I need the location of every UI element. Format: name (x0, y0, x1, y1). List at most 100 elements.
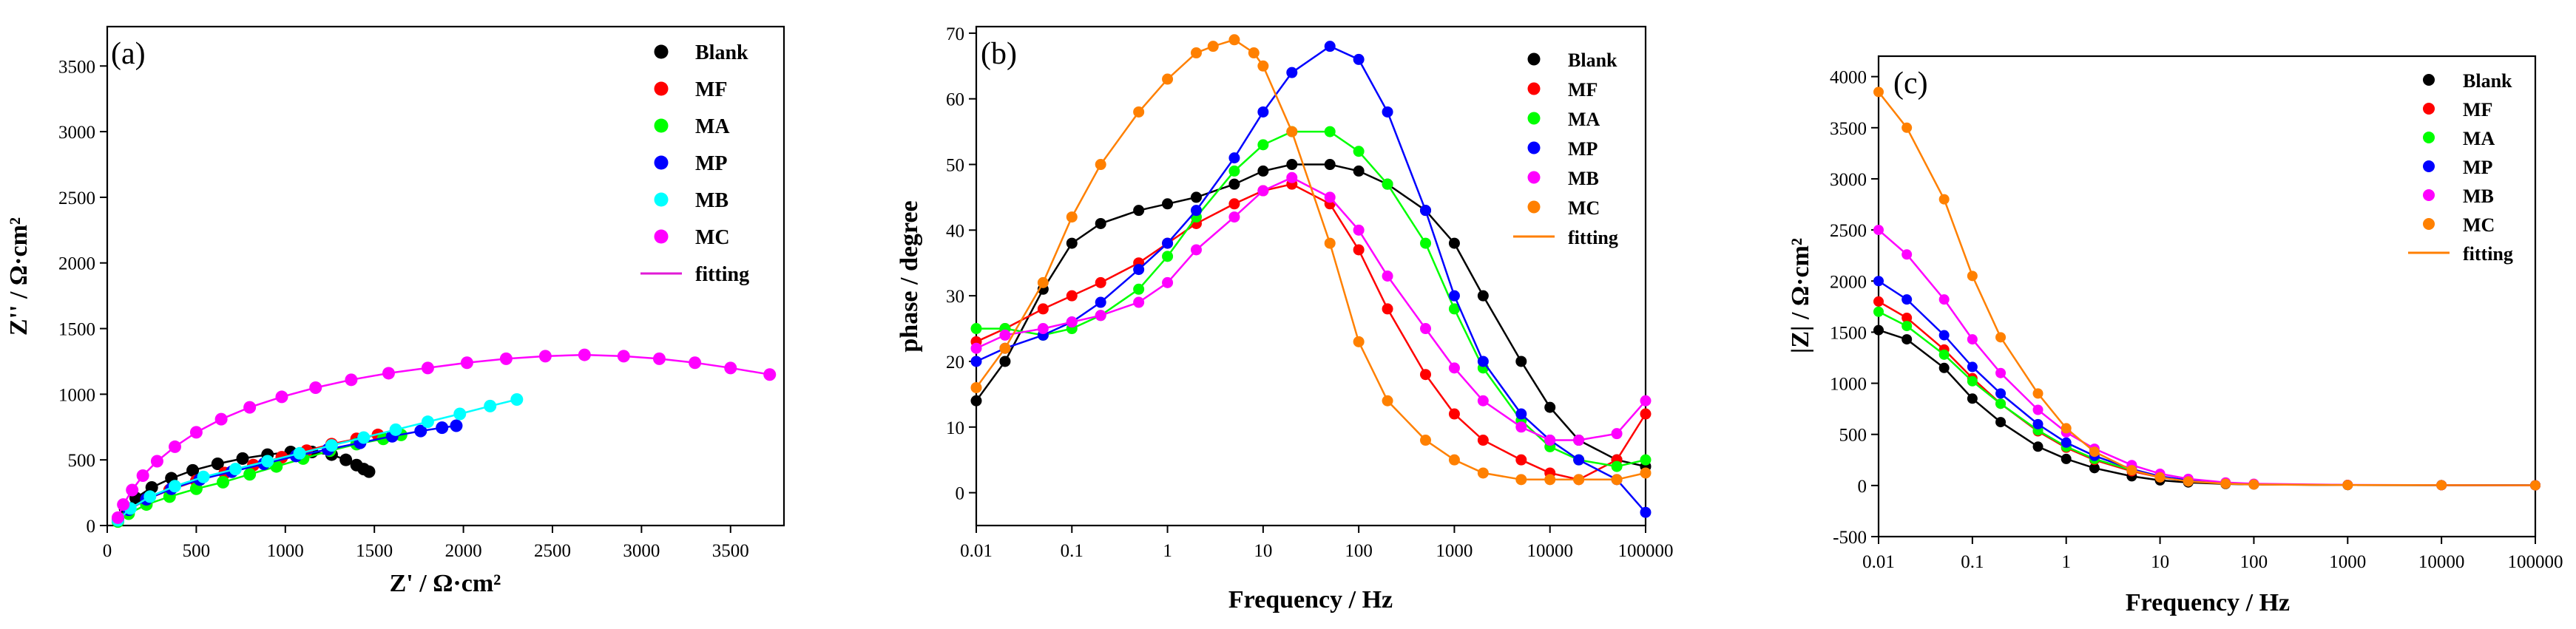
point-mc (111, 511, 124, 524)
fit-line-mf (1878, 300, 2536, 486)
point-mc (1873, 86, 1884, 98)
point-mc (538, 350, 552, 363)
point-ma (1448, 303, 1460, 315)
point-blank (1190, 191, 1202, 203)
point-mb (143, 490, 157, 503)
point-blank (1257, 165, 1269, 177)
panel-a-y-axis-title: Z'' / Ω·cm² (5, 217, 33, 336)
point-mb (1640, 395, 1652, 407)
point-mb (421, 415, 434, 429)
point-mp (1353, 53, 1365, 65)
panel-b-y-axis-title: phase / degree (896, 200, 923, 352)
panel-a-frame (106, 25, 785, 527)
legend-marker-mc (654, 229, 669, 244)
legend-label-mb: MB (2463, 186, 2494, 207)
point-mc (689, 356, 702, 370)
point-mc (1257, 60, 1269, 72)
point-mc (275, 390, 288, 404)
fit-line-ma (976, 130, 1646, 468)
y-tick-label: 1500 (1830, 323, 1867, 343)
point-mf (1066, 290, 1078, 302)
point-ma (1901, 321, 1913, 332)
point-blank (1873, 324, 1884, 336)
point-blank (2089, 463, 2100, 474)
y-tick-label: 3000 (1830, 170, 1867, 190)
point-blank (1995, 417, 2007, 428)
point-mc (1353, 336, 1365, 347)
point-blank (211, 458, 224, 471)
y-tick-label: 1000 (1830, 375, 1867, 395)
point-mp (1190, 205, 1202, 217)
point-mb (1420, 323, 1432, 335)
point-blank (1286, 159, 1298, 171)
legend-label-fitting: fitting (2463, 243, 2513, 265)
point-mc (2342, 480, 2353, 491)
y-tick-label: 500 (1839, 426, 1867, 446)
point-ma (1162, 251, 1174, 262)
legend-marker-ma (2423, 132, 2435, 143)
point-mc (1133, 106, 1145, 118)
point-ma (1967, 375, 1978, 387)
point-mb (1901, 249, 1913, 260)
point-mc (2032, 388, 2043, 399)
panel-b-ticks: 0.01 0.1 1 10 100 1000 10000 100000 0 10 20 30 40 50 6… (946, 24, 1674, 561)
point-ma (1228, 165, 1240, 177)
point-mf (1477, 435, 1489, 446)
point-ma (1382, 178, 1393, 190)
x-tick-label: 0.01 (960, 541, 993, 561)
panel-a-nyquist: (a) 0 500 1000 1500 2000 2500 3000 3500 0 500 1000… (5, 25, 785, 597)
point-mf (1420, 369, 1432, 381)
point-blank (1477, 290, 1489, 302)
point-mb (1477, 395, 1489, 407)
legend-marker-mf (654, 81, 669, 96)
point-mc (1420, 435, 1432, 446)
y-tick-label: 500 (68, 451, 96, 471)
point-mb (484, 399, 497, 412)
y-tick-label: 0 (1858, 477, 1867, 497)
legend-label-ma: MA (1568, 109, 1600, 130)
point-mb (1382, 271, 1393, 282)
point-ma (1420, 237, 1432, 249)
legend-label-mp: MP (2463, 157, 2493, 178)
point-ma (1353, 146, 1365, 157)
point-mb (169, 480, 181, 493)
legend-marker-mc (1527, 200, 1541, 214)
legend-marker-blank (654, 44, 669, 59)
point-mp (1257, 106, 1269, 118)
legend-label-mp: MP (1568, 138, 1598, 160)
x-tick-label: 100000 (2508, 552, 2563, 572)
point-mp (450, 419, 463, 432)
point-mp (1162, 237, 1174, 249)
point-mc (999, 342, 1011, 354)
y-tick-label: 3500 (1830, 119, 1867, 139)
point-mc (1573, 474, 1585, 486)
point-mp (1573, 454, 1585, 466)
point-mp (1477, 356, 1489, 367)
legend-label-blank: Blank (2463, 70, 2512, 92)
x-tick-label: 0.1 (1061, 541, 1084, 561)
point-ma (970, 323, 982, 335)
point-mb (1037, 323, 1049, 335)
point-mp (1133, 264, 1145, 276)
x-tick-label: 0.1 (1961, 552, 1984, 572)
point-mb (229, 463, 242, 476)
point-blank (186, 463, 200, 477)
x-tick-label: 1000 (1436, 541, 1473, 561)
point-blank (1544, 401, 1556, 413)
y-tick-label: 3000 (58, 123, 95, 143)
x-tick-label: 100000 (1618, 541, 1674, 561)
point-ma (1640, 454, 1652, 466)
point-mf (1095, 276, 1106, 288)
point-mp (970, 356, 982, 367)
x-tick-label: 10000 (1527, 541, 1573, 561)
point-mc (169, 440, 181, 453)
point-mb (1286, 171, 1298, 183)
legend-marker-blank (1527, 52, 1541, 66)
x-tick-label: 1 (1163, 541, 1172, 561)
fit-line-mc (1878, 91, 2536, 486)
x-tick-label: 100 (2240, 552, 2268, 572)
panel-c-series (1873, 86, 2540, 491)
legend-marker-mf (1527, 82, 1541, 95)
y-tick-label: 2000 (58, 254, 95, 274)
point-ma (1995, 398, 2007, 409)
